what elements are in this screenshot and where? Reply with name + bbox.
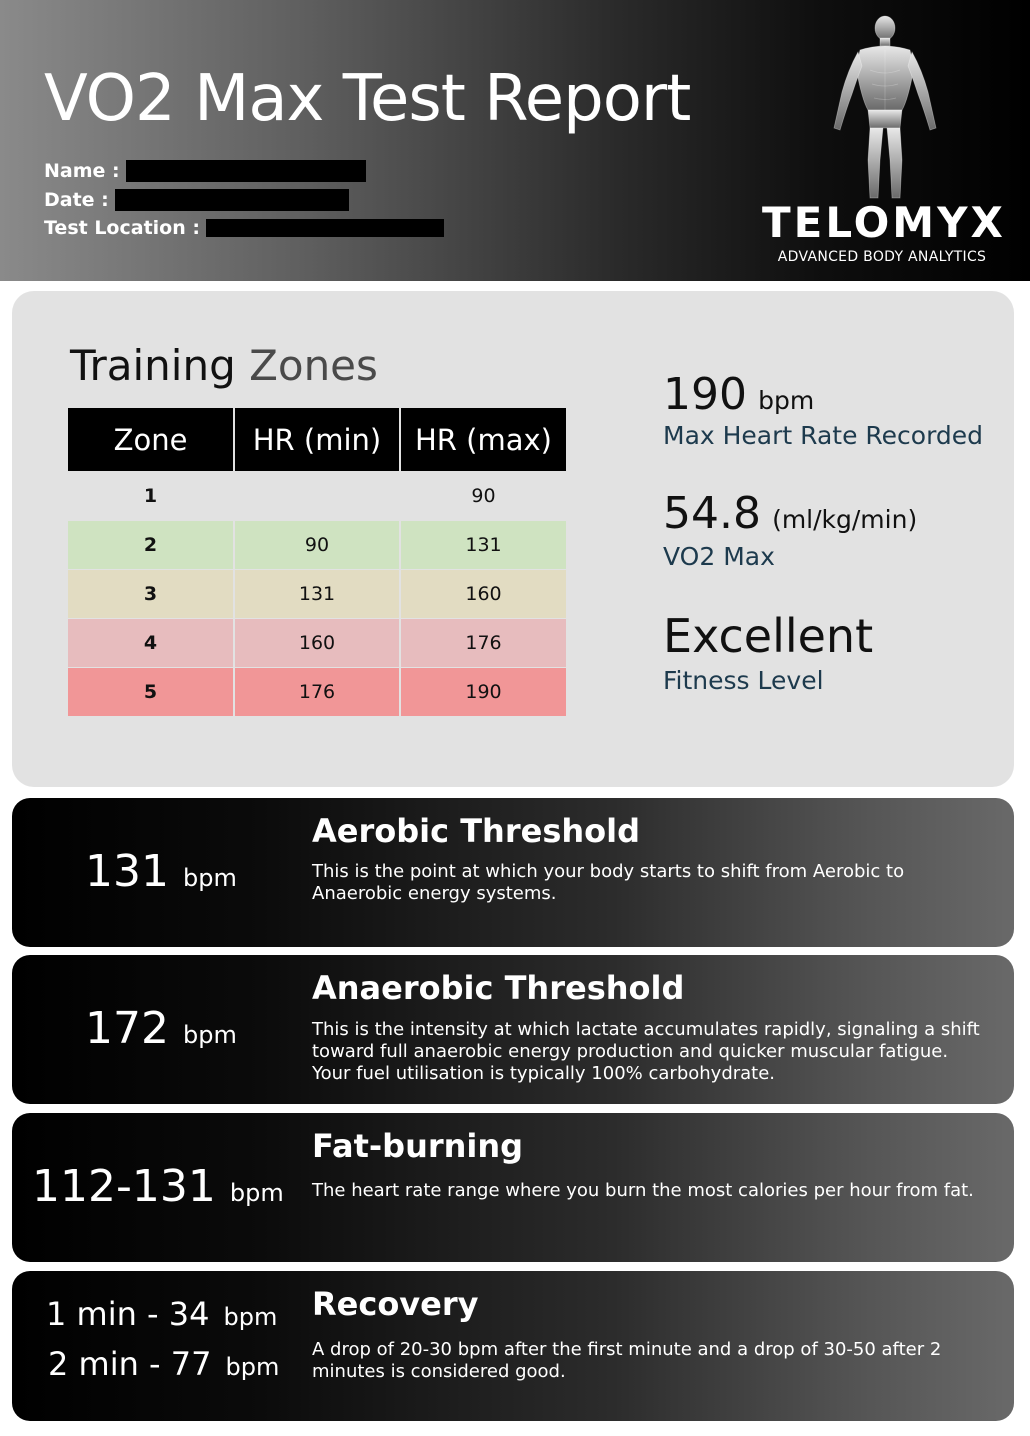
- column-header-hr-min: HR (min): [233, 408, 400, 472]
- fat-burning-metric: 112-131 bpm: [32, 1161, 284, 1212]
- name-redaction: [125, 160, 366, 182]
- brand-logo-text: TELOMYX: [762, 198, 1006, 247]
- location-label: Test Location :: [44, 217, 200, 239]
- date-redaction: [114, 189, 349, 211]
- aerobic-threshold-description: This is the point at which your body sta…: [312, 861, 905, 904]
- zone-cell: 5: [68, 667, 234, 716]
- anaerobic-threshold-description: This is the intensity at which lactate a…: [312, 1019, 980, 1084]
- name-row: Name :: [44, 159, 366, 183]
- training-zones-heading: Training Zones: [70, 341, 378, 390]
- table-header-row: Zone HR (min) HR (max): [68, 408, 566, 472]
- column-header-zone: Zone: [68, 408, 234, 472]
- fat-burning-card: 112-131 bpm Fat-burning The heart rate ra…: [12, 1113, 1014, 1262]
- brand-tagline: ADVANCED BODY ANALYTICS: [777, 249, 987, 265]
- recovery-1min-metric: 1 min - 34 bpm: [46, 1295, 277, 1333]
- report-header: VO2 Max Test Report Name : Date : Test L…: [0, 0, 1030, 281]
- vo2-max-stat: 54.8 (ml/kg/min): [663, 488, 917, 539]
- recovery-2min-metric: 2 min - 77 bpm: [48, 1345, 279, 1383]
- heading-word-training: Training: [70, 341, 236, 390]
- heading-word-zones: Zones: [249, 341, 378, 390]
- anaerobic-threshold-value: 172: [85, 1003, 169, 1054]
- zone-cell: 4: [68, 618, 234, 668]
- recovery-title: Recovery: [312, 1285, 479, 1323]
- vo2-max-label: VO2 Max: [663, 542, 775, 571]
- training-zones-table: Zone HR (min) HR (max) 1 90 2 90 131 3 1…: [68, 408, 566, 716]
- aerobic-threshold-card: 131 bpm Aerobic Threshold This is the poi…: [12, 798, 1014, 947]
- recovery-card: 1 min - 34 bpm 2 min - 77 bpm Recovery A d…: [12, 1271, 1014, 1421]
- fitness-level-value: Excellent: [663, 609, 874, 663]
- aerobic-threshold-unit: bpm: [182, 864, 237, 892]
- location-row: Test Location :: [44, 216, 444, 240]
- aerobic-threshold-metric: 131 bpm: [85, 846, 237, 897]
- date-label: Date :: [44, 189, 109, 211]
- fat-burning-value: 112-131: [32, 1161, 216, 1212]
- hr-min-cell: 176: [233, 667, 400, 716]
- hr-max-cell: 190: [399, 667, 566, 716]
- hr-min-cell: 131: [233, 569, 400, 619]
- report-title: VO2 Max Test Report: [44, 62, 691, 136]
- human-anatomy-figure-icon: [833, 15, 937, 199]
- zone-cell: 1: [68, 471, 234, 521]
- recovery-1min-value: 1 min - 34: [46, 1295, 210, 1333]
- fat-burning-description: The heart rate range where you burn the …: [312, 1180, 974, 1201]
- table-row: 1 90: [68, 471, 566, 521]
- max-hr-unit: bpm: [758, 386, 815, 415]
- max-hr-value: 190: [663, 369, 747, 420]
- location-redaction: [205, 219, 444, 237]
- hr-min-cell: 90: [233, 520, 400, 570]
- hr-max-cell: 90: [399, 471, 566, 521]
- max-hr-label: Max Heart Rate Recorded: [663, 421, 984, 450]
- anaerobic-threshold-title: Anaerobic Threshold: [312, 969, 685, 1007]
- max-hr-stat: 190 bpm: [663, 369, 814, 420]
- anaerobic-threshold-metric: 172 bpm: [85, 1003, 237, 1054]
- vo2-max-value: 54.8: [663, 488, 761, 539]
- recovery-2min-unit: bpm: [225, 1353, 280, 1381]
- hr-min-cell: 160: [233, 618, 400, 668]
- name-label: Name :: [44, 160, 120, 182]
- hr-max-cell: 176: [399, 618, 566, 668]
- hr-min-cell: [233, 471, 400, 521]
- anaerobic-threshold-card: 172 bpm Anaerobic Threshold This is the i…: [12, 955, 1014, 1104]
- table-row: 4 160 176: [68, 618, 566, 668]
- table-row: 2 90 131: [68, 520, 566, 570]
- fat-burning-unit: bpm: [229, 1179, 284, 1207]
- recovery-1min-unit: bpm: [223, 1303, 278, 1331]
- hr-max-cell: 160: [399, 569, 566, 619]
- date-row: Date :: [44, 188, 349, 212]
- recovery-2min-value: 2 min - 77: [48, 1345, 212, 1383]
- aerobic-threshold-title: Aerobic Threshold: [312, 812, 640, 850]
- fat-burning-title: Fat-burning: [312, 1127, 524, 1165]
- fitness-level-label: Fitness Level: [663, 666, 824, 695]
- anaerobic-threshold-unit: bpm: [182, 1021, 237, 1049]
- column-header-hr-max: HR (max): [399, 408, 566, 472]
- hr-max-cell: 131: [399, 520, 566, 570]
- table-row: 3 131 160: [68, 569, 566, 619]
- zone-cell: 3: [68, 569, 234, 619]
- vo2-max-unit: (ml/kg/min): [772, 505, 918, 534]
- training-zones-panel: Training Zones Zone HR (min) HR (max) 1 …: [12, 291, 1014, 787]
- table-row: 5 176 190: [68, 667, 566, 716]
- recovery-description: A drop of 20-30 bpm after the first minu…: [312, 1339, 942, 1382]
- zone-cell: 2: [68, 520, 234, 570]
- aerobic-threshold-value: 131: [85, 846, 169, 897]
